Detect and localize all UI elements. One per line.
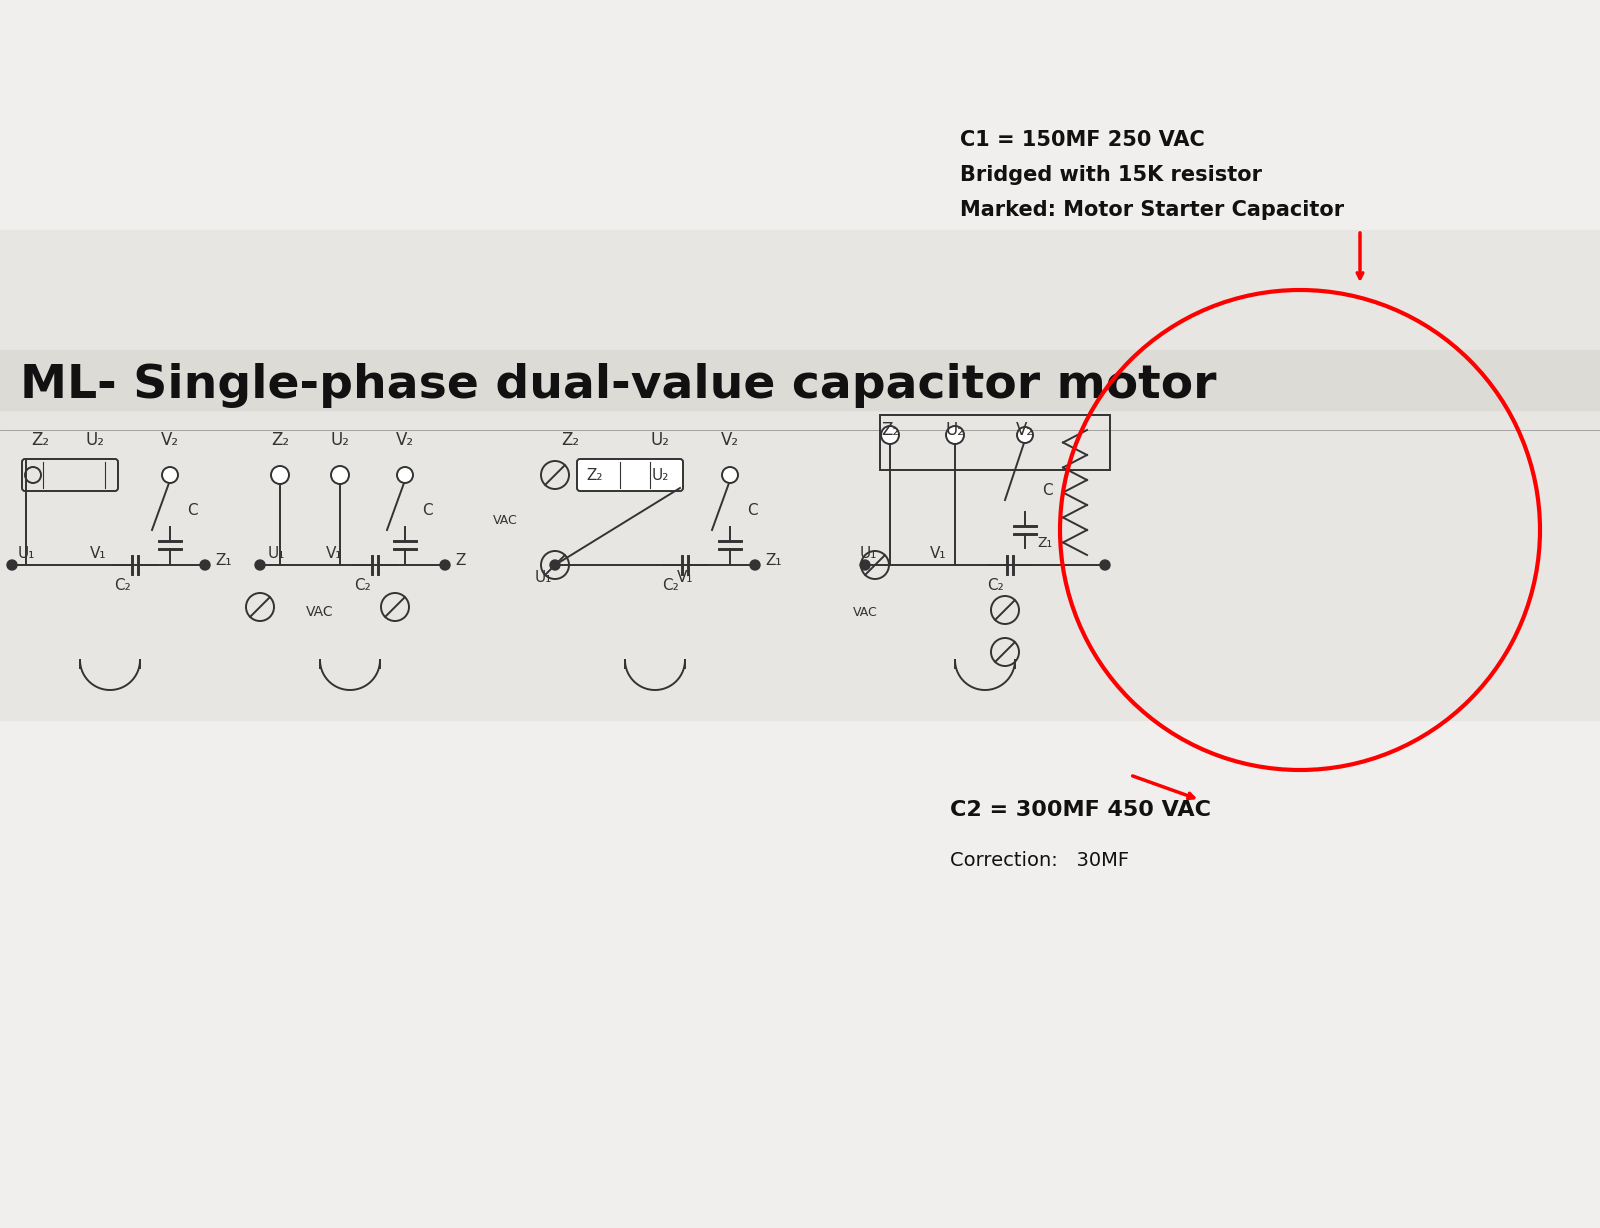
Text: VAC: VAC — [306, 605, 334, 619]
Text: ML- Single-phase dual-value capacitor motor: ML- Single-phase dual-value capacitor mo… — [21, 362, 1216, 408]
FancyBboxPatch shape — [578, 459, 683, 491]
Circle shape — [6, 560, 18, 570]
Text: C: C — [187, 502, 197, 517]
Text: Z₂: Z₂ — [30, 431, 50, 449]
Text: Z₂: Z₂ — [587, 468, 603, 483]
Text: V₂: V₂ — [722, 431, 739, 449]
Text: U₂: U₂ — [651, 468, 669, 483]
Circle shape — [440, 560, 450, 570]
Text: C2 = 300MF 450 VAC: C2 = 300MF 450 VAC — [950, 799, 1211, 820]
Text: Z: Z — [454, 553, 466, 567]
Circle shape — [397, 467, 413, 483]
Text: V₁: V₁ — [90, 545, 107, 560]
Text: V₁: V₁ — [677, 570, 693, 585]
Bar — [0, 350, 1600, 410]
Text: C₂: C₂ — [987, 577, 1003, 592]
Text: V₂: V₂ — [395, 431, 414, 449]
Bar — [880, 415, 1110, 470]
Circle shape — [270, 465, 290, 484]
Text: C: C — [747, 502, 757, 517]
Text: C1 = 150MF 250 VAC: C1 = 150MF 250 VAC — [960, 130, 1205, 150]
Text: U₂: U₂ — [331, 431, 349, 449]
Circle shape — [722, 467, 738, 483]
Circle shape — [200, 560, 210, 570]
Text: Correction:   30MF: Correction: 30MF — [950, 851, 1130, 869]
Text: U₁: U₁ — [534, 570, 552, 585]
Text: U₁: U₁ — [861, 545, 877, 560]
Text: VAC: VAC — [853, 605, 877, 619]
Text: C₂: C₂ — [354, 577, 370, 592]
Circle shape — [331, 465, 349, 484]
Circle shape — [750, 560, 760, 570]
Text: U₂: U₂ — [946, 421, 965, 438]
Circle shape — [946, 426, 963, 445]
Circle shape — [254, 560, 266, 570]
Text: Z₂: Z₂ — [270, 431, 290, 449]
Text: V₂: V₂ — [1016, 421, 1034, 438]
Text: Z₂: Z₂ — [882, 421, 899, 438]
Text: C: C — [422, 502, 432, 517]
Circle shape — [550, 560, 560, 570]
Text: V₂: V₂ — [162, 431, 179, 449]
Text: Z₂: Z₂ — [562, 431, 579, 449]
Circle shape — [882, 426, 899, 445]
Text: C₂: C₂ — [114, 577, 130, 592]
Text: Z₁: Z₁ — [1037, 535, 1053, 550]
Text: U₁: U₁ — [18, 545, 35, 560]
Circle shape — [861, 560, 870, 570]
Bar — [0, 230, 1600, 720]
Text: C₂: C₂ — [662, 577, 678, 592]
Circle shape — [1101, 560, 1110, 570]
Text: Marked: Motor Starter Capacitor: Marked: Motor Starter Capacitor — [960, 200, 1344, 220]
Text: Z₁: Z₁ — [214, 553, 232, 567]
Text: Bridged with 15K resistor: Bridged with 15K resistor — [960, 165, 1262, 185]
Circle shape — [1018, 427, 1034, 443]
Text: U₁: U₁ — [269, 545, 285, 560]
Circle shape — [162, 467, 178, 483]
Text: U₂: U₂ — [85, 431, 104, 449]
Text: V₁: V₁ — [326, 545, 342, 560]
Text: C: C — [1042, 483, 1053, 497]
Text: VAC: VAC — [493, 513, 517, 527]
Text: U₂: U₂ — [651, 431, 669, 449]
Text: Z₁: Z₁ — [765, 553, 781, 567]
Text: V₁: V₁ — [930, 545, 947, 560]
